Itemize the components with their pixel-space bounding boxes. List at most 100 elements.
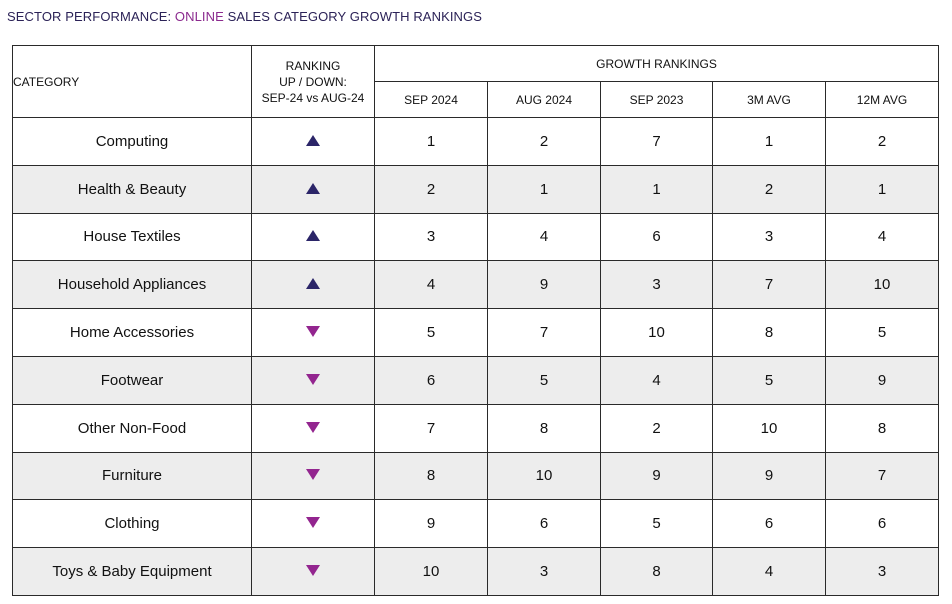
rank-cell-sep-2024: 8 <box>374 451 488 501</box>
rank-cell-12m-avg: 4 <box>824 212 940 262</box>
category-cell: Toys & Baby Equipment <box>12 547 252 596</box>
ranking-direction-cell <box>251 547 375 596</box>
table-row: Furniture 8 10 9 9 7 <box>12 451 940 501</box>
rank-cell-aug-2024: 10 <box>487 451 601 501</box>
ranking-direction-cell <box>251 499 375 549</box>
rank-cell-12m-avg: 8 <box>824 403 940 453</box>
rank-cell-aug-2024: 4 <box>487 212 601 262</box>
rank-cell-aug-2024: 1 <box>487 164 601 214</box>
rank-cell-12m-avg: 10 <box>824 260 940 310</box>
rank-cell-sep-2023: 1 <box>600 164 713 214</box>
title-suffix: SALES CATEGORY GROWTH RANKINGS <box>227 9 483 24</box>
category-cell: Home Accessories <box>12 308 252 357</box>
column-header-3m-avg: 3M AVG <box>712 81 826 118</box>
ranking-header-line-3: SEP-24 vs AUG-24 <box>261 90 365 105</box>
category-cell: Footwear <box>12 355 252 405</box>
rank-cell-12m-avg: 1 <box>824 164 940 214</box>
rank-cell-sep-2024: 2 <box>374 164 488 214</box>
rank-cell-sep-2023: 6 <box>600 212 713 262</box>
rank-cell-sep-2024: 10 <box>374 547 488 596</box>
triangle-up-icon <box>306 230 320 242</box>
rank-cell-sep-2023: 5 <box>600 499 713 549</box>
title-prefix: SECTOR PERFORMANCE: <box>7 9 172 24</box>
category-header: CATEGORY <box>12 45 252 118</box>
triangle-down-icon <box>306 517 320 529</box>
rank-cell-sep-2024: 7 <box>374 403 488 453</box>
rank-cell-sep-2023: 3 <box>600 260 713 310</box>
column-header-aug-2024: AUG 2024 <box>487 81 601 118</box>
ranking-direction-cell <box>251 212 375 262</box>
category-cell: Household Appliances <box>12 260 252 310</box>
category-cell: Health & Beauty <box>12 164 252 214</box>
rank-cell-aug-2024: 6 <box>487 499 601 549</box>
rank-cell-sep-2024: 9 <box>374 499 488 549</box>
rank-cell-3m-avg: 10 <box>712 403 826 453</box>
triangle-down-icon <box>306 469 320 481</box>
table-row: Home Accessories 5 7 10 8 5 <box>12 308 940 357</box>
table-body: Computing 1 2 7 1 2 Health & Beauty 2 1 1 2 1 House … <box>12 117 940 596</box>
table-row: Clothing 9 6 5 6 6 <box>12 499 940 549</box>
table-row: House Textiles 3 4 6 3 4 <box>12 212 940 262</box>
rank-cell-3m-avg: 7 <box>712 260 826 310</box>
category-cell: Computing <box>12 117 252 166</box>
triangle-up-icon <box>306 182 320 194</box>
triangle-down-icon <box>306 421 320 433</box>
category-cell: Other Non-Food <box>12 403 252 453</box>
ranking-header-line-1: RANKING <box>285 58 341 73</box>
table-row: Other Non-Food 7 8 2 10 8 <box>12 403 940 453</box>
triangle-down-icon <box>306 565 320 577</box>
rankings-table: CATEGORY RANKING UP / DOWN: SEP-24 vs AU… <box>12 45 940 596</box>
title-highlight: ONLINE <box>174 9 224 24</box>
rank-cell-sep-2023: 10 <box>600 308 713 357</box>
rank-cell-sep-2024: 6 <box>374 355 488 405</box>
triangle-down-icon <box>306 373 320 385</box>
ranking-direction-cell <box>251 308 375 357</box>
table-row: Computing 1 2 7 1 2 <box>12 117 940 166</box>
rank-cell-12m-avg: 5 <box>824 308 940 357</box>
column-header-sep-2023: SEP 2023 <box>600 81 713 118</box>
rank-cell-sep-2023: 4 <box>600 355 713 405</box>
growth-rankings-header: GROWTH RANKINGS <box>373 45 940 82</box>
rank-cell-aug-2024: 7 <box>487 308 601 357</box>
table-row: Toys & Baby Equipment 10 3 8 4 3 <box>12 547 940 596</box>
rank-cell-aug-2024: 8 <box>487 403 601 453</box>
ranking-direction-cell <box>251 403 375 453</box>
rank-cell-3m-avg: 8 <box>712 308 826 357</box>
rank-cell-3m-avg: 1 <box>712 117 826 166</box>
rank-cell-12m-avg: 2 <box>824 117 940 166</box>
rank-cell-3m-avg: 9 <box>712 451 826 501</box>
rank-cell-3m-avg: 5 <box>712 355 826 405</box>
rank-cell-sep-2023: 2 <box>600 403 713 453</box>
rank-cell-3m-avg: 6 <box>712 499 826 549</box>
rank-cell-sep-2024: 5 <box>374 308 488 357</box>
ranking-direction-cell <box>251 117 375 166</box>
ranking-direction-cell <box>251 164 375 214</box>
column-header-sep-2024: SEP 2024 <box>374 81 488 118</box>
rank-cell-3m-avg: 3 <box>712 212 826 262</box>
rank-cell-12m-avg: 3 <box>824 547 940 596</box>
rank-cell-12m-avg: 7 <box>824 451 940 501</box>
rank-cell-sep-2023: 8 <box>600 547 713 596</box>
rank-cell-sep-2023: 7 <box>600 117 713 166</box>
triangle-up-icon <box>306 134 320 146</box>
rank-cell-sep-2024: 1 <box>374 117 488 166</box>
ranking-direction-header: RANKING UP / DOWN: SEP-24 vs AUG-24 <box>251 45 375 118</box>
rank-cell-sep-2024: 3 <box>374 212 488 262</box>
rank-cell-aug-2024: 2 <box>487 117 601 166</box>
rank-cell-12m-avg: 9 <box>824 355 940 405</box>
rank-cell-aug-2024: 3 <box>487 547 601 596</box>
page-title: SECTOR PERFORMANCE: ONLINE SALES CATEGOR… <box>7 9 482 24</box>
column-header-12m-avg: 12M AVG <box>824 81 940 118</box>
rank-cell-aug-2024: 5 <box>487 355 601 405</box>
rank-cell-3m-avg: 4 <box>712 547 826 596</box>
triangle-up-icon <box>306 278 320 290</box>
rank-cell-12m-avg: 6 <box>824 499 940 549</box>
rank-cell-sep-2024: 4 <box>374 260 488 310</box>
rank-cell-aug-2024: 9 <box>487 260 601 310</box>
rank-cell-sep-2023: 9 <box>600 451 713 501</box>
category-cell: House Textiles <box>12 212 252 262</box>
table-row: Health & Beauty 2 1 1 2 1 <box>12 164 940 214</box>
category-cell: Clothing <box>12 499 252 549</box>
category-cell: Furniture <box>12 451 252 501</box>
ranking-direction-cell <box>251 355 375 405</box>
